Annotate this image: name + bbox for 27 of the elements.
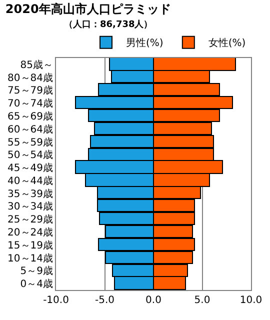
x-tick-label: -10.0 <box>43 295 69 306</box>
x-tick-label: 5.0 <box>194 295 210 306</box>
legend-label: 女性(%) <box>208 37 246 50</box>
y-tick-label: 70～74歳 <box>8 98 53 110</box>
y-tick-label: 25～29歳 <box>8 214 53 226</box>
y-tick-label: 10～14歳 <box>8 252 53 264</box>
y-tick-label: 65～69歳 <box>8 110 53 122</box>
y-tick-label: 20～24歳 <box>8 226 53 238</box>
y-tick-label: 40～44歳 <box>8 174 53 187</box>
chart-title: 2020年高山市人口ピラミッド <box>5 2 171 16</box>
y-tick-label: 55～59歳 <box>8 136 53 148</box>
y-tick-label: 5～9歳 <box>20 265 53 278</box>
x-tick-label: -5.0 <box>94 295 115 306</box>
x-tick-label: 10.0 <box>240 295 262 306</box>
chart-subtitle: （人口：86,738人） <box>64 19 153 30</box>
x-tick-label: 0.0 <box>146 295 162 306</box>
y-tick-label: 30～34歳 <box>8 200 53 213</box>
y-tick-label: 45～49歳 <box>8 162 53 174</box>
y-tick-label: 80～84歳 <box>8 72 53 84</box>
y-tick-label: 35～39歳 <box>8 188 53 200</box>
y-tick-label: 60～64歳 <box>8 123 53 136</box>
legend-label: 男性(%) <box>126 37 164 50</box>
y-tick-label: 0～4歳 <box>20 278 53 290</box>
y-tick-label: 75～79歳 <box>8 84 53 97</box>
y-tick-label: 15～19歳 <box>8 239 53 252</box>
y-tick-label: 50～54歳 <box>8 149 53 162</box>
y-tick-label: 85歳～ <box>20 58 53 71</box>
